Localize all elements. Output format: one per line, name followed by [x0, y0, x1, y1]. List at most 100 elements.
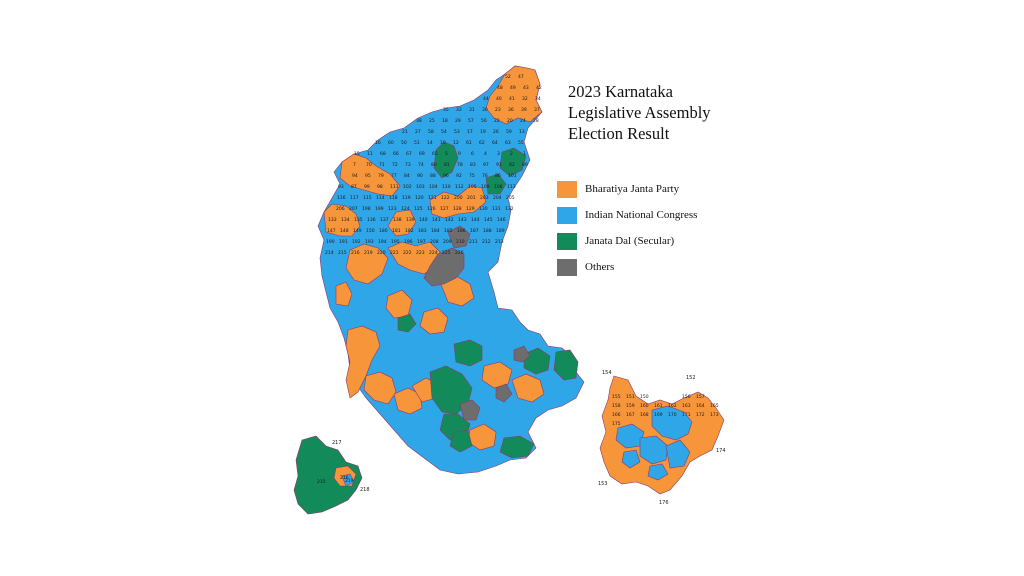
- constituency-number-88: 88: [430, 173, 436, 179]
- constituency-number-6: 6: [471, 151, 474, 157]
- constituency-number-35: 35: [443, 107, 449, 113]
- constituency-number-197: 197: [417, 239, 426, 245]
- constituency-number-58: 58: [428, 129, 434, 135]
- constituency-number-48: 48: [497, 85, 503, 91]
- constituency-number-226: 226: [455, 250, 464, 256]
- constituency-number-62: 62: [479, 140, 485, 146]
- constituency-number-117: 117: [350, 195, 359, 201]
- bengaluru-constituency-number-165: 165: [710, 403, 719, 409]
- legend-label-jds: Janata Dal (Secular): [585, 235, 675, 247]
- constituency-number-225: 225: [442, 250, 451, 256]
- constituency-number-92: 92: [456, 173, 462, 179]
- southwest-inset-inc-patch: [341, 473, 355, 487]
- constituency-number-135: 135: [354, 217, 363, 223]
- constituency-number-129: 129: [466, 206, 475, 212]
- constituency-number-195: 195: [391, 239, 400, 245]
- constituency-number-10: 10: [440, 140, 446, 146]
- bengaluru-constituency-number-163: 163: [682, 403, 691, 409]
- constituency-number-81: 81: [444, 162, 450, 168]
- constituency-number-126: 126: [427, 206, 436, 212]
- constituency-number-110: 110: [442, 184, 451, 190]
- constituency-number-149: 149: [353, 228, 362, 234]
- constituency-number-196: 196: [404, 239, 413, 245]
- constituency-number-42: 42: [536, 85, 542, 91]
- constituency-number-101: 101: [508, 173, 517, 179]
- constituency-number-24: 24: [520, 118, 526, 124]
- constituency-number-139: 139: [406, 217, 415, 223]
- constituency-number-49: 49: [510, 85, 516, 91]
- constituency-number-25: 25: [429, 118, 435, 124]
- legend-swatch-others: [557, 258, 577, 276]
- constituency-number-185: 185: [444, 228, 453, 234]
- constituency-number-208: 208: [430, 239, 439, 245]
- constituency-number-28: 28: [533, 118, 539, 124]
- constituency-number-184: 184: [431, 228, 440, 234]
- bengaluru-label-176: 176: [659, 500, 669, 506]
- constituency-number-210: 210: [456, 239, 465, 245]
- constituency-number-57: 57: [468, 118, 474, 124]
- inset-number-215: 215: [317, 479, 326, 485]
- constituency-number-123: 123: [388, 206, 397, 212]
- constituency-number-68: 68: [380, 151, 386, 157]
- constituency-number-216: 216: [351, 250, 360, 256]
- constituency-number-96: 96: [443, 173, 449, 179]
- constituency-number-145: 145: [484, 217, 493, 223]
- constituency-number-91: 91: [496, 162, 502, 168]
- inset-number-216: 216: [340, 475, 349, 481]
- constituency-number-142: 142: [445, 217, 454, 223]
- constituency-number-50: 50: [401, 140, 407, 146]
- constituency-number-55: 55: [518, 140, 524, 146]
- constituency-number-2: 2: [510, 151, 513, 157]
- constituency-number-212: 212: [482, 239, 491, 245]
- legend-label-inc: Indian National Congress: [585, 209, 698, 221]
- constituency-number-1: 1: [523, 151, 526, 157]
- map-title-line-2: Legislative Assembly: [568, 103, 711, 122]
- constituency-number-79: 79: [378, 173, 384, 179]
- bengaluru-constituency-number-173: 173: [710, 412, 719, 418]
- constituency-number-82: 82: [509, 162, 515, 168]
- legend-swatch-inc: [557, 206, 577, 224]
- legend-label-others: Others: [585, 261, 615, 273]
- bengaluru-label-152: 152: [686, 375, 696, 381]
- constituency-number-70: 70: [366, 162, 372, 168]
- constituency-number-11: 11: [367, 151, 373, 157]
- constituency-number-209: 209: [443, 239, 452, 245]
- constituency-number-51: 51: [414, 140, 420, 146]
- constituency-number-98: 98: [377, 184, 383, 190]
- constituency-number-132: 132: [505, 206, 514, 212]
- constituency-number-40: 40: [496, 96, 502, 102]
- constituency-number-198: 198: [362, 206, 371, 212]
- constituency-number-53: 53: [454, 129, 460, 135]
- constituency-number-38: 38: [416, 118, 422, 124]
- constituency-number-37: 37: [534, 107, 540, 113]
- constituency-number-74: 74: [418, 162, 424, 168]
- bengaluru-constituency-number-162: 162: [668, 403, 677, 409]
- constituency-number-143: 143: [458, 217, 467, 223]
- map-legend: Bharatiya Janta Party Indian National Co…: [557, 176, 757, 280]
- bengaluru-constituency-number-150: 150: [640, 394, 649, 400]
- constituency-number-187: 187: [470, 228, 479, 234]
- bengaluru-constituency-numbers: 155 151 150 156 157 158 159 160 161 162 163 164 165 1…: [612, 394, 719, 427]
- constituency-number-102: 102: [403, 184, 412, 190]
- constituency-number-191: 191: [339, 239, 348, 245]
- constituency-number-182: 182: [405, 228, 414, 234]
- bengaluru-constituency-number-169: 169: [654, 412, 663, 418]
- legend-item-others: Others: [557, 254, 757, 280]
- constituency-number-89: 89: [522, 162, 528, 168]
- map-title-line-1: 2023 Karnataka: [568, 82, 673, 101]
- constituency-number-29: 29: [455, 118, 461, 124]
- constituency-number-80: 80: [431, 162, 437, 168]
- constituency-number-105: 105: [468, 184, 477, 190]
- constituency-number-207: 207: [349, 206, 358, 212]
- constituency-number-39: 39: [521, 107, 527, 113]
- constituency-number-128: 128: [453, 206, 462, 212]
- constituency-number-140: 140: [419, 217, 428, 223]
- constituency-number-113: 113: [507, 184, 516, 190]
- constituency-number-214: 214: [325, 250, 334, 256]
- constituency-number-213: 213: [495, 239, 504, 245]
- constituency-number-200: 200: [454, 195, 463, 201]
- constituency-number-136: 136: [367, 217, 376, 223]
- constituency-number-16: 16: [375, 140, 381, 146]
- constituency-number-52: 52: [505, 74, 511, 80]
- constituency-number-192: 192: [352, 239, 361, 245]
